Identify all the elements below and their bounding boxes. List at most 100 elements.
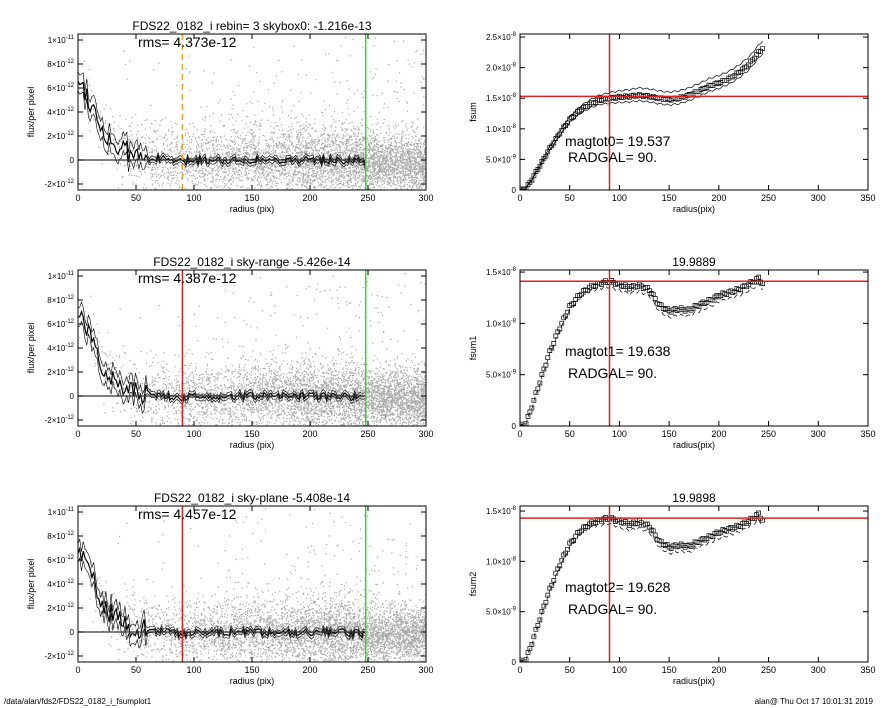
y-axis-label: fsum (468, 102, 478, 122)
pixel-scatter (80, 506, 426, 662)
plot-area (520, 34, 868, 190)
plot-area (520, 270, 868, 426)
x-tick-label: 50 (131, 193, 141, 203)
x-tick-label: 250 (761, 193, 776, 203)
profile-upper-line (78, 71, 366, 163)
plot-area (520, 506, 868, 662)
plot-area (78, 506, 426, 662)
x-tick-label: 250 (761, 429, 776, 439)
profile-upper-line (78, 301, 366, 400)
y-tick-label: 1.0×10-8 (486, 556, 517, 566)
x-tick-label: 200 (711, 193, 726, 203)
y-tick-label: 1×10-11 (48, 35, 75, 45)
x-tick-label: 0 (517, 193, 522, 203)
rms-annotation: rms= 4.457e-12 (138, 506, 237, 522)
y-tick-label: 1.5×10-8 (486, 267, 517, 277)
x-tick-label: 100 (612, 429, 627, 439)
radgal-annotation: RADGAL= 90. (568, 365, 657, 381)
y-tick-label: 0 (512, 422, 517, 431)
x-tick-label: 300 (418, 193, 433, 203)
y-tick-label: -2×10-12 (45, 651, 75, 661)
plot-title: 19.9898 (672, 491, 716, 505)
y-tick-label: 2.5×10-8 (486, 32, 517, 42)
y-axis-label: flux/per pixel (26, 323, 36, 374)
panel-profile-3: 0 50 100 150 200 250 300-2×10-1202×10-124×10-1… (26, 491, 434, 686)
x-tick-label: 100 (612, 665, 627, 675)
y-tick-label: -2×10-12 (45, 415, 75, 425)
y-tick-label: 1.5×10-8 (486, 93, 517, 103)
x-tick-label: 200 (711, 429, 726, 439)
envelope-lower (520, 518, 763, 662)
pixel-scatter (81, 34, 426, 190)
x-tick-label: 100 (186, 193, 201, 203)
y-tick-label: 8×10-12 (47, 531, 74, 541)
x-tick-label: 50 (565, 429, 575, 439)
y-tick-label: 6×10-12 (47, 83, 74, 93)
y-tick-label: 4×10-12 (47, 107, 74, 117)
x-tick-label: 150 (244, 665, 259, 675)
plot-area (78, 270, 426, 426)
magtot-annotation: magtot2= 19.628 (565, 579, 671, 595)
plot-title: FDS22_0182_i rebin= 3 skybox0: -1.216e-1… (132, 19, 371, 33)
panel-curve-1: 0 50 100 150 200 250 300 350 0 5.0×10-9 1.0×10-8 1.… (468, 32, 876, 214)
y-tick-label: 6×10-12 (47, 555, 74, 565)
y-tick-label: 6×10-12 (47, 319, 74, 329)
pixel-scatter (79, 270, 426, 426)
footer-path: /data/alan/fds2/FDS22_0182_i_fsumplot1 (4, 697, 152, 706)
plot-frame (77, 33, 427, 191)
y-tick-label: 4×10-12 (47, 343, 74, 353)
y-tick-label: 5.0×10-9 (486, 607, 517, 617)
y-tick-label: 1.0×10-8 (486, 124, 517, 134)
y-tick-label: 2×10-12 (47, 131, 74, 141)
x-tick-label: 50 (131, 665, 141, 675)
panel-curve-2: 0 50 100 150 200 250 300 350 0 5.0×10-9 1.0×10-8 1.… (468, 255, 876, 450)
x-tick-label: 100 (186, 429, 201, 439)
x-tick-label: 100 (612, 193, 627, 203)
x-tick-label: 0 (75, 665, 80, 675)
radgal-annotation: RADGAL= 90. (568, 149, 657, 165)
x-tick-label: 50 (565, 193, 575, 203)
footer-stamp: alan@ Thu Oct 17 10:01:31 2019 (754, 697, 873, 706)
x-tick-label: 200 (302, 429, 317, 439)
y-tick-label: 0 (70, 156, 75, 165)
growth-curve-markers (520, 46, 765, 190)
panel-profile-1: 0 50 100 150 200 250 300-2×10-1202×10-124×10-1… (26, 19, 434, 214)
envelope-lower (520, 53, 763, 190)
x-tick-label: 350 (860, 429, 875, 439)
x-tick-label: 300 (418, 429, 433, 439)
y-axis-label: flux/per pixel (26, 559, 36, 610)
rms-annotation: rms= 4.373e-12 (138, 34, 237, 50)
y-tick-label: 0 (512, 186, 517, 195)
y-axis-label: fsum1 (468, 336, 478, 361)
x-tick-label: 50 (565, 665, 575, 675)
y-tick-label: 5.0×10-9 (486, 370, 517, 380)
plot-frame (77, 505, 427, 663)
x-tick-label: 250 (360, 193, 375, 203)
x-tick-label: 150 (244, 193, 259, 203)
y-tick-label: 0 (70, 392, 75, 401)
x-tick-label: 300 (811, 665, 826, 675)
x-tick-label: 50 (131, 429, 141, 439)
profile-lower-line (78, 320, 366, 415)
y-tick-label: 1×10-11 (48, 507, 75, 517)
y-tick-label: 2.0×10-8 (486, 63, 517, 73)
x-axis-label: radius (pix) (230, 204, 275, 214)
x-tick-label: 300 (418, 665, 433, 675)
magtot-annotation: magtot1= 19.638 (565, 343, 671, 359)
radgal-annotation: RADGAL= 90. (568, 601, 657, 617)
x-tick-label: 0 (75, 429, 80, 439)
y-tick-label: 1×10-11 (48, 271, 75, 281)
x-axis-label: radius (pix) (230, 676, 275, 686)
x-tick-label: 250 (360, 429, 375, 439)
x-tick-label: 150 (662, 665, 677, 675)
x-tick-label: 0 (517, 665, 522, 675)
plot-title: FDS22_0182_i sky-range -5.426e-14 (153, 255, 351, 269)
y-tick-label: 1.0×10-8 (486, 318, 517, 328)
y-axis-label: fsum2 (468, 572, 478, 597)
growth-curve-markers (520, 510, 765, 662)
envelope-lower (520, 282, 763, 426)
x-axis-label: radius(pix) (673, 204, 715, 214)
x-tick-label: 200 (711, 665, 726, 675)
x-tick-label: 0 (75, 193, 80, 203)
panel-curve-3: 0 50 100 150 200 250 300 350 0 5.0×10-9 1.0×10-8 1.… (468, 491, 876, 686)
